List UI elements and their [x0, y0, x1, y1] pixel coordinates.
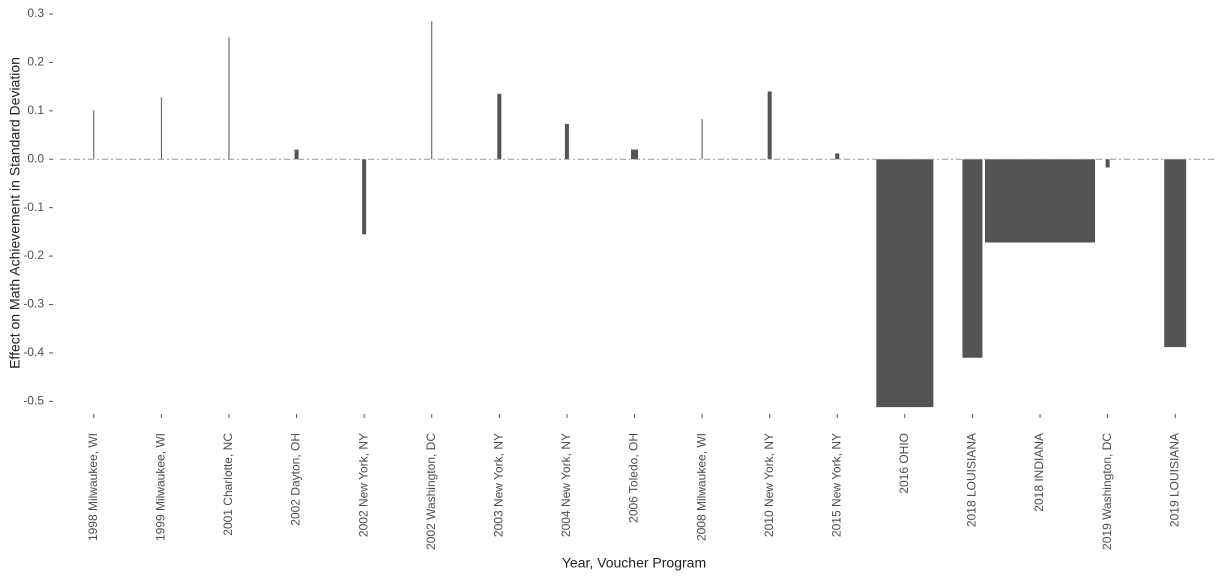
bar: [497, 93, 502, 160]
x-tick-label: 2016 OHIO: [897, 433, 911, 494]
bar: [294, 149, 299, 160]
bar: [431, 21, 433, 160]
x-tick-label: 1998 Milwaukee, WI: [86, 433, 100, 541]
x-tick-label: 2001 Charlotte, NC: [221, 433, 235, 536]
x-tick-label: 2003 New York, NY: [491, 433, 505, 537]
bar: [228, 37, 230, 160]
bar: [1164, 159, 1187, 348]
bar: [876, 159, 934, 408]
y-tick-label: 0.2: [27, 55, 44, 69]
x-tick-label: 2006 Toledo, OH: [627, 433, 641, 523]
x-tick-label: 2018 INDIANA: [1032, 433, 1046, 512]
bar: [362, 159, 367, 235]
y-tick-label: -0.3: [23, 297, 44, 311]
y-tick-label: 0.3: [27, 6, 44, 20]
y-tick-label: -0.2: [23, 248, 44, 262]
x-tick-label: 2019 Washington, DC: [1100, 433, 1114, 550]
x-tick-label: 2002 Washington, DC: [424, 433, 438, 550]
x-tick-label: 2018 LOUISIANA: [965, 433, 979, 527]
bar: [835, 153, 840, 160]
y-tick-label: -0.1: [23, 200, 44, 214]
x-tick-label: 2002 Dayton, OH: [289, 433, 303, 526]
bar: [1105, 159, 1110, 168]
x-tick-label: 2015 New York, NY: [829, 433, 843, 537]
bar: [962, 159, 983, 358]
bar: [564, 123, 569, 160]
x-tick-label: 2019 LOUISIANA: [1167, 433, 1181, 527]
y-axis-title: Effect on Math Achievement in Standard D…: [7, 57, 23, 369]
y-tick-label: 0.0: [27, 151, 44, 165]
bar: [985, 159, 1096, 243]
x-axis-title: Year, Voucher Program: [562, 555, 706, 571]
bar: [631, 149, 638, 160]
x-tick-label: 1999 Milwaukee, WI: [154, 433, 168, 541]
x-tick-label: 2008 Milwaukee, WI: [694, 433, 708, 541]
bar: [767, 91, 772, 160]
bar: [701, 119, 703, 160]
x-tick-label: 2002 New York, NY: [356, 433, 370, 537]
bar: [93, 110, 95, 160]
x-tick-label: 2010 New York, NY: [762, 433, 776, 537]
y-tick-label: 0.1: [27, 103, 44, 117]
x-tick-label: 2004 New York, NY: [559, 433, 573, 537]
bar: [160, 97, 162, 160]
y-tick-label: -0.5: [23, 393, 44, 407]
y-tick-label: -0.4: [23, 345, 44, 359]
